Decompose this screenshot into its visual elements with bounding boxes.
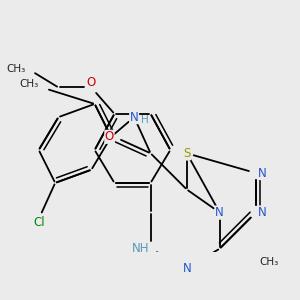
Text: N: N	[215, 206, 224, 219]
Text: N: N	[130, 111, 139, 124]
Text: N: N	[257, 167, 266, 179]
Text: O: O	[87, 76, 96, 89]
Text: H: H	[141, 116, 148, 125]
Text: NH: NH	[131, 242, 149, 255]
Text: N: N	[182, 262, 191, 275]
Text: CH₃: CH₃	[259, 257, 278, 267]
Text: CH₃: CH₃	[6, 64, 26, 74]
Text: S: S	[183, 147, 190, 160]
Text: O: O	[105, 130, 114, 143]
Text: CH₃: CH₃	[20, 79, 39, 89]
Text: N: N	[257, 206, 266, 219]
Text: Cl: Cl	[33, 216, 45, 229]
